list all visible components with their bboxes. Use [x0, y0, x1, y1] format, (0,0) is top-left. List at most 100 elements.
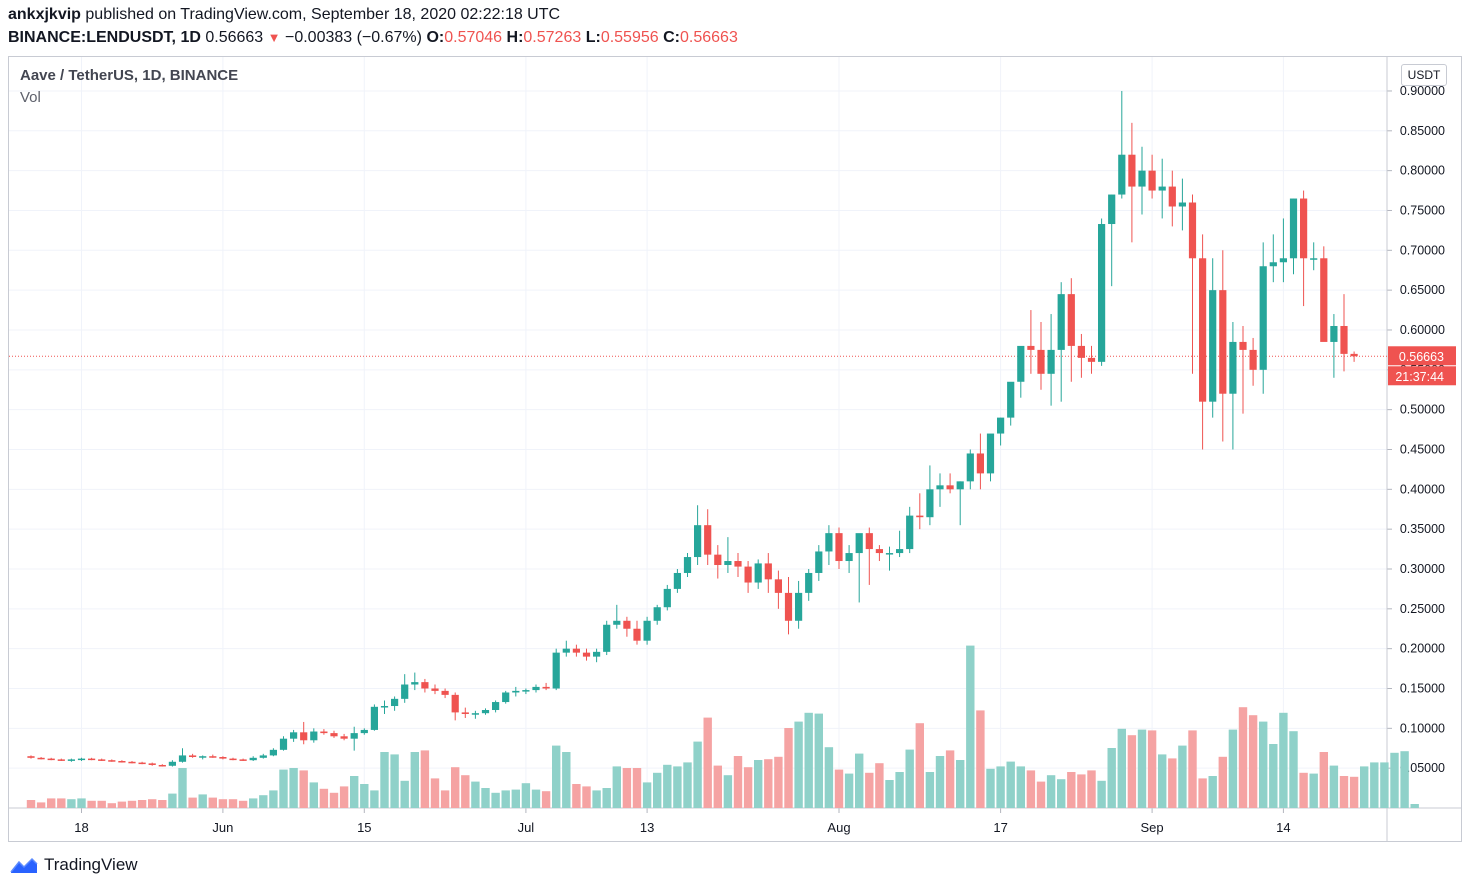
volume-bar [350, 776, 359, 808]
volume-bar [1036, 781, 1046, 808]
tradingview-brand[interactable]: TradingView [10, 853, 138, 877]
volume-bar [1370, 762, 1379, 808]
candle-body [916, 515, 924, 518]
volume-bar [865, 772, 874, 808]
currency-label[interactable]: USDT [1401, 64, 1447, 86]
volume-bar [945, 750, 955, 808]
volume-bar [26, 800, 36, 808]
series-legend[interactable]: Aave / TetherUS, 1D, BINANCE [20, 67, 239, 84]
candle-body [1289, 198, 1298, 259]
price-tick-label: 0.60000 [1400, 323, 1445, 337]
volume-bar [1127, 735, 1137, 808]
candle-body [512, 690, 520, 693]
volume-legend[interactable]: Vol [20, 89, 41, 106]
volume-bar [1309, 773, 1318, 808]
candle-body [189, 755, 197, 758]
volume-bar [602, 788, 611, 808]
candle-body [279, 738, 288, 750]
candle-body [431, 688, 439, 691]
volume-bar [986, 768, 995, 808]
candle-body [1108, 194, 1116, 225]
last-price: 0.56663 [205, 29, 264, 46]
volume-bar [541, 791, 551, 808]
candle-body [37, 757, 45, 760]
volume-bar [1016, 766, 1025, 808]
candle-body [57, 759, 65, 761]
volume-bar [208, 797, 217, 808]
open-value: 0.57046 [444, 29, 503, 46]
candle-body [300, 732, 308, 741]
volume-bar [784, 728, 793, 808]
low-label: L: [585, 29, 601, 46]
volume-bar [653, 772, 662, 808]
volume-bar [1046, 775, 1056, 808]
volume-bar [1228, 729, 1238, 808]
candle-body [401, 684, 409, 699]
candle-body [330, 733, 338, 737]
candle-body [259, 755, 267, 758]
volume-bar [430, 778, 440, 808]
volume-bar [491, 792, 500, 808]
candle-body [1350, 353, 1358, 357]
volume-bar [1067, 772, 1076, 808]
published-text: published on TradingView.com, September … [85, 6, 561, 23]
candle-body [492, 702, 500, 711]
author-name[interactable]: ankxjkvip [8, 6, 81, 23]
candle-body [67, 759, 75, 761]
candle-body [744, 566, 752, 583]
volume-bar [855, 753, 864, 808]
candle-body [229, 758, 237, 761]
candle-body [98, 759, 106, 761]
candle-body [1300, 198, 1308, 259]
volume-bar [481, 788, 490, 808]
candle-body [582, 652, 591, 657]
symbol-info: BINANCE:LENDUSDT, 1D 0.56663 ▼ −0.00383 … [8, 29, 738, 47]
candle-body [239, 759, 247, 761]
volume-bar [1026, 770, 1036, 808]
candle-body [118, 760, 126, 763]
volume-bar [1117, 728, 1126, 808]
volume-bar [511, 789, 520, 808]
volume-bar [97, 800, 106, 808]
volume-bar [1057, 779, 1066, 808]
candle-body [1330, 325, 1338, 342]
candle-body [1057, 294, 1065, 350]
volume-bar [269, 790, 278, 808]
volume-bar [794, 721, 803, 808]
volume-bar [612, 766, 621, 808]
volume-bar [1006, 761, 1015, 808]
volume-bar [451, 767, 460, 808]
candle-body [714, 554, 722, 566]
candle-body [896, 549, 904, 554]
candle-body [1087, 357, 1096, 362]
candle-body [774, 579, 782, 593]
price-tick-label: 0.65000 [1400, 283, 1445, 297]
candle-body [855, 533, 863, 554]
price-change: −0.00383 (−0.67%) [284, 29, 422, 46]
candle-body [158, 764, 166, 767]
price-tick-label: 0.20000 [1400, 642, 1445, 656]
volume-bar [743, 767, 753, 808]
candle-body [603, 624, 611, 652]
volume-bar [309, 782, 318, 808]
volume-bar [1279, 712, 1288, 808]
volume-bar [36, 802, 46, 808]
last-price-badge-label: 0.56663 [1399, 350, 1444, 364]
volume-bar [339, 786, 349, 808]
countdown-badge-label: 21:37:44 [1395, 370, 1444, 384]
volume-bar [572, 784, 581, 808]
candle-body [1007, 381, 1015, 418]
candle-body [108, 760, 116, 762]
volume-bar [996, 766, 1005, 808]
volume-bar [693, 741, 702, 808]
volume-bar [804, 712, 813, 808]
candle-body [1310, 258, 1318, 260]
candle-body [1128, 154, 1136, 187]
candle-body [199, 756, 207, 758]
candle-body [1188, 202, 1197, 259]
volume-bar [1168, 758, 1177, 808]
volume-bar [1158, 754, 1167, 808]
candle-body [1148, 170, 1156, 191]
volume-bar [400, 780, 409, 808]
